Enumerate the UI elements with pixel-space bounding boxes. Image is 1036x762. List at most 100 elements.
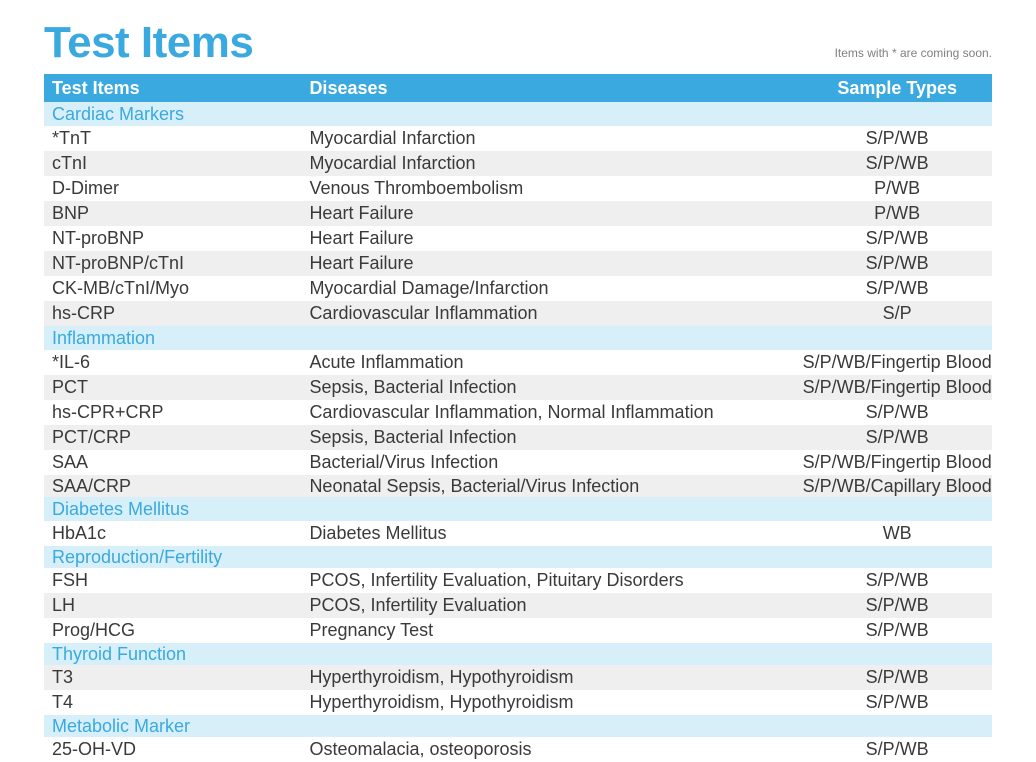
table-row: HbA1cDiabetes MellitusWB	[44, 521, 992, 546]
cell-disease: Acute Inflammation	[309, 352, 802, 373]
cell-sample-type: WB	[802, 523, 992, 544]
header: Test Items Items with * are coming soon.	[44, 18, 992, 68]
cell-test-item: T4	[44, 692, 309, 713]
table-row: Prog/HCGPregnancy TestS/P/WB	[44, 618, 992, 643]
cell-sample-type: S/P/WB	[802, 278, 992, 299]
cell-test-item: LH	[44, 595, 309, 616]
cell-disease: Heart Failure	[309, 203, 802, 224]
table-row: *TnTMyocardial InfarctionS/P/WB	[44, 126, 992, 151]
cell-test-item: *TnT	[44, 128, 309, 149]
section-header: Cardiac Markers	[44, 102, 992, 126]
page-title: Test Items	[44, 18, 253, 68]
section-header: Thyroid Function	[44, 643, 992, 665]
page: Test Items Items with * are coming soon.…	[0, 0, 1036, 762]
cell-disease: Hyperthyroidism, Hypothyroidism	[309, 667, 802, 688]
cell-test-item: hs-CPR+CRP	[44, 402, 309, 423]
table-row: CK-MB/cTnI/MyoMyocardial Damage/Infarcti…	[44, 276, 992, 301]
table-row: hs-CRPCardiovascular InflammationS/P	[44, 301, 992, 326]
cell-test-item: T3	[44, 667, 309, 688]
cell-sample-type: S/P/WB	[802, 427, 992, 448]
table-row: hs-CPR+CRPCardiovascular Inflammation, N…	[44, 400, 992, 425]
cell-disease: Osteomalacia, osteoporosis	[309, 739, 802, 760]
cell-disease: Hyperthyroidism, Hypothyroidism	[309, 692, 802, 713]
cell-test-item: *IL-6	[44, 352, 309, 373]
cell-disease: Heart Failure	[309, 228, 802, 249]
cell-disease: Cardiovascular Inflammation, Normal Infl…	[309, 402, 802, 423]
table-row: LHPCOS, Infertility EvaluationS/P/WB	[44, 593, 992, 618]
cell-test-item: D-Dimer	[44, 178, 309, 199]
cell-test-item: NT-proBNP	[44, 228, 309, 249]
cell-test-item: PCT	[44, 377, 309, 398]
cell-disease: PCOS, Infertility Evaluation	[309, 595, 802, 616]
cell-test-item: BNP	[44, 203, 309, 224]
cell-disease: Venous Thromboembolism	[309, 178, 802, 199]
cell-sample-type: P/WB	[802, 178, 992, 199]
cell-disease: Sepsis, Bacterial Infection	[309, 427, 802, 448]
cell-sample-type: S/P/WB	[802, 402, 992, 423]
section-header: Diabetes Mellitus	[44, 497, 992, 521]
cell-sample-type: S/P/WB/Fingertip Blood	[802, 452, 992, 473]
table-body: Cardiac Markers*TnTMyocardial Infarction…	[44, 102, 992, 762]
table-row: *IL-6Acute InflammationS/P/WB/Fingertip …	[44, 350, 992, 375]
cell-sample-type: S/P/WB	[802, 570, 992, 591]
cell-sample-type: S/P/WB	[802, 620, 992, 641]
cell-test-item: 25-OH-VD	[44, 739, 309, 760]
table-row: T3Hyperthyroidism, HypothyroidismS/P/WB	[44, 665, 992, 690]
col-header-sample-types: Sample Types	[802, 78, 992, 99]
table-row: FSHPCOS, Infertility Evaluation, Pituita…	[44, 568, 992, 593]
cell-sample-type: S/P/WB/Capillary Blood	[802, 476, 992, 497]
cell-sample-type: S/P/WB	[802, 739, 992, 760]
table-row: BNPHeart FailureP/WB	[44, 201, 992, 226]
cell-test-item: PCT/CRP	[44, 427, 309, 448]
table-row: PCT/CRPSepsis, Bacterial InfectionS/P/WB	[44, 425, 992, 450]
table-header: Test Items Diseases Sample Types	[44, 74, 992, 102]
cell-disease: Cardiovascular Inflammation	[309, 303, 802, 324]
cell-test-item: CK-MB/cTnI/Myo	[44, 278, 309, 299]
cell-test-item: NT-proBNP/cTnI	[44, 253, 309, 274]
cell-disease: Myocardial Damage/Infarction	[309, 278, 802, 299]
cell-test-item: SAA	[44, 452, 309, 473]
table-row: SAA/CRPNeonatal Sepsis, Bacterial/Virus …	[44, 475, 992, 497]
cell-disease: Neonatal Sepsis, Bacterial/Virus Infecti…	[309, 476, 802, 497]
cell-sample-type: S/P/WB	[802, 228, 992, 249]
table-row: T4Hyperthyroidism, HypothyroidismS/P/WB	[44, 690, 992, 715]
cell-disease: Myocardial Infarction	[309, 153, 802, 174]
test-items-table: Test Items Diseases Sample Types Cardiac…	[44, 74, 992, 762]
cell-test-item: SAA/CRP	[44, 476, 309, 497]
cell-disease: Pregnancy Test	[309, 620, 802, 641]
cell-disease: Heart Failure	[309, 253, 802, 274]
cell-test-item: FSH	[44, 570, 309, 591]
cell-test-item: Prog/HCG	[44, 620, 309, 641]
table-row: cTnIMyocardial InfarctionS/P/WB	[44, 151, 992, 176]
table-row: D-DimerVenous ThromboembolismP/WB	[44, 176, 992, 201]
table-row: 25-OH-VDOsteomalacia, osteoporosisS/P/WB	[44, 737, 992, 762]
table-row: NT-proBNP/cTnIHeart FailureS/P/WB	[44, 251, 992, 276]
cell-sample-type: P/WB	[802, 203, 992, 224]
cell-sample-type: S/P	[802, 303, 992, 324]
table-row: NT-proBNPHeart FailureS/P/WB	[44, 226, 992, 251]
cell-sample-type: S/P/WB	[802, 128, 992, 149]
cell-sample-type: S/P/WB	[802, 667, 992, 688]
col-header-diseases: Diseases	[309, 78, 802, 99]
cell-sample-type: S/P/WB	[802, 153, 992, 174]
cell-sample-type: S/P/WB	[802, 595, 992, 616]
cell-disease: Diabetes Mellitus	[309, 523, 802, 544]
cell-sample-type: S/P/WB/Fingertip Blood	[802, 377, 992, 398]
section-header: Reproduction/Fertility	[44, 546, 992, 568]
cell-test-item: cTnI	[44, 153, 309, 174]
cell-test-item: HbA1c	[44, 523, 309, 544]
cell-disease: Bacterial/Virus Infection	[309, 452, 802, 473]
cell-disease: PCOS, Infertility Evaluation, Pituitary …	[309, 570, 802, 591]
coming-soon-note: Items with * are coming soon.	[835, 46, 992, 60]
cell-disease: Sepsis, Bacterial Infection	[309, 377, 802, 398]
cell-sample-type: S/P/WB	[802, 692, 992, 713]
table-row: SAABacterial/Virus InfectionS/P/WB/Finge…	[44, 450, 992, 475]
section-header: Metabolic Marker	[44, 715, 992, 737]
col-header-test-items: Test Items	[44, 78, 309, 99]
cell-disease: Myocardial Infarction	[309, 128, 802, 149]
cell-test-item: hs-CRP	[44, 303, 309, 324]
section-header: Inflammation	[44, 326, 992, 350]
cell-sample-type: S/P/WB	[802, 253, 992, 274]
cell-sample-type: S/P/WB/Fingertip Blood	[802, 352, 992, 373]
table-row: PCTSepsis, Bacterial InfectionS/P/WB/Fin…	[44, 375, 992, 400]
